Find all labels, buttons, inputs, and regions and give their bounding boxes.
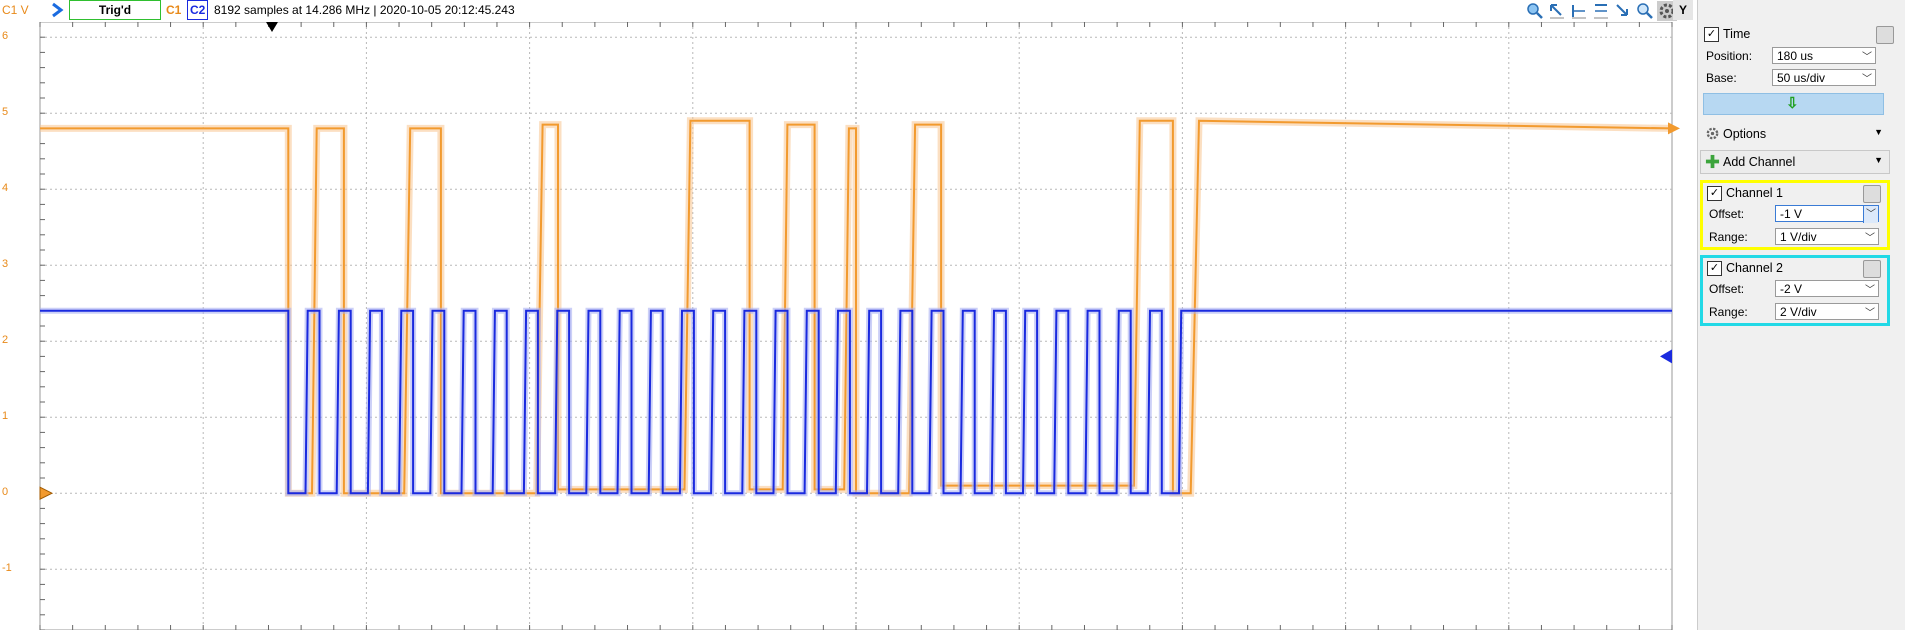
run-arrow-icon[interactable] <box>50 2 64 18</box>
c1-offset-marker <box>39 486 54 501</box>
magnifier-icon[interactable] <box>1635 1 1655 21</box>
base-select[interactable]: 50 us/div ﹀ <box>1772 69 1876 86</box>
channel2-offset-value: -2 V <box>1780 282 1803 296</box>
time-section-header: ✓ Time <box>1698 24 1905 44</box>
y-axis-button[interactable]: Y <box>1673 0 1693 20</box>
channel2-settings-icon[interactable] <box>1863 260 1881 278</box>
time-position-row: Position: 180 us ﹀ <box>1698 47 1905 67</box>
chevron-down-icon: ﹀ <box>1865 233 1875 244</box>
y-tick-label: 6 <box>2 30 9 43</box>
channel1-settings-icon[interactable] <box>1863 185 1881 203</box>
trigger-position-marker <box>266 22 278 32</box>
y-tick-label: 1 <box>2 410 9 423</box>
zoom-out-icon[interactable] <box>1613 1 1633 21</box>
c1-level-marker <box>1668 122 1680 135</box>
dropdown-arrow-icon: ▼ <box>1874 155 1883 165</box>
channel2-tag[interactable]: C2 <box>187 0 209 20</box>
channel1-offset-select[interactable]: -1 V ﹀ <box>1775 205 1879 223</box>
options-label: Options <box>1723 127 1767 141</box>
channel1-panel: ✓ Channel 1 Offset: -1 V ﹀ Range: 1 V/di… <box>1700 180 1890 250</box>
channel-unit-label: C1 V <box>2 3 29 17</box>
channel2-checkbox[interactable]: ✓ <box>1707 261 1722 276</box>
add-channel-dropdown[interactable]: Add Channel ▼ <box>1700 150 1890 174</box>
range-label: Range: <box>1709 305 1748 319</box>
c2-offset-marker <box>1660 349 1672 364</box>
channel1-offset-value: -1 V <box>1780 207 1803 221</box>
plus-icon <box>1705 154 1720 169</box>
channel2-range-select[interactable]: 2 V/div ﹀ <box>1775 303 1879 320</box>
dropdown-arrow-icon: ▼ <box>1874 127 1883 137</box>
channel2-header: ✓ Channel 2 <box>1701 258 1905 278</box>
c2-trace <box>40 309 1672 495</box>
oscilloscope-plot[interactable]: 6 5 4 3 2 1 0 -1 <box>0 21 1697 631</box>
chevron-down-icon: ﹀ <box>1862 52 1872 63</box>
y-tick-label: 3 <box>2 258 9 271</box>
offset-label: Offset: <box>1709 207 1745 221</box>
channel1-checkbox[interactable]: ✓ <box>1707 186 1722 201</box>
channel2-title: Channel 2 <box>1726 261 1783 275</box>
channel2-offset-row: Offset: -2 V ﹀ <box>1701 280 1905 300</box>
base-label: Base: <box>1706 71 1737 85</box>
options-dropdown[interactable]: Options ▼ <box>1700 122 1890 146</box>
acquisition-info: 8192 samples at 14.286 MHz | 2020-10-05 … <box>214 3 515 17</box>
time-settings-icon[interactable] <box>1876 26 1894 44</box>
base-value: 50 us/div <box>1777 71 1826 85</box>
options-gear-icon <box>1706 127 1719 140</box>
add-channel-label: Add Channel <box>1723 155 1796 169</box>
offset-label: Offset: <box>1709 282 1745 296</box>
channel2-range-value: 2 V/div <box>1780 305 1817 319</box>
channel1-offset-row: Offset: -1 V ﹀ <box>1701 205 1905 225</box>
zoom-horizontal-icon[interactable] <box>1569 1 1589 21</box>
channel2-offset-select[interactable]: -2 V ﹀ <box>1775 280 1879 297</box>
chevron-down-icon: ﹀ <box>1865 285 1875 296</box>
time-checkbox[interactable]: ✓ <box>1704 27 1719 42</box>
chevron-down-icon: ﹀ <box>1865 308 1875 319</box>
chevron-down-icon[interactable]: ﹀ <box>1863 206 1878 223</box>
y-tick-label: 2 <box>2 334 9 347</box>
channel1-range-value: 1 V/div <box>1780 230 1817 244</box>
y-tick-label: 5 <box>2 106 9 119</box>
channel1-range-select[interactable]: 1 V/div ﹀ <box>1775 228 1879 245</box>
zoom-vertical-icon[interactable] <box>1591 1 1611 21</box>
settings-panel: ✓ Time Position: 180 us ﹀ Base: 50 us/di… <box>1697 0 1905 630</box>
down-arrow-icon: ⇩ <box>1786 95 1799 112</box>
channel2-panel: ✓ Channel 2 Offset: -2 V ﹀ Range: 2 V/di… <box>1700 255 1890 326</box>
channel2-range-row: Range: 2 V/div ﹀ <box>1701 303 1905 323</box>
waveform-canvas[interactable] <box>0 21 1697 631</box>
range-label: Range: <box>1709 230 1748 244</box>
y-tick-label: -1 <box>2 562 12 575</box>
zoom-in-icon[interactable] <box>1547 1 1567 21</box>
time-title: Time <box>1723 27 1751 41</box>
trigger-status-badge[interactable]: Trig'd <box>69 0 161 20</box>
channel1-range-row: Range: 1 V/div ﹀ <box>1701 228 1905 248</box>
y-tick-label: 4 <box>2 182 9 195</box>
channel1-title: Channel 1 <box>1726 186 1783 200</box>
apply-time-button[interactable]: ⇩ <box>1703 93 1884 115</box>
position-value: 180 us <box>1777 49 1814 63</box>
channel1-tag[interactable]: C1 <box>166 3 182 17</box>
time-base-row: Base: 50 us/div ﹀ <box>1698 69 1905 89</box>
chevron-down-icon: ﹀ <box>1862 74 1872 85</box>
position-select[interactable]: 180 us ﹀ <box>1772 47 1876 64</box>
channel1-header: ✓ Channel 1 <box>1701 183 1905 203</box>
top-status-bar: C1 V Trig'd C1 C2 8192 samples at 14.286… <box>0 0 1697 22</box>
zoom-icon[interactable] <box>1525 1 1545 21</box>
position-label: Position: <box>1706 49 1753 63</box>
y-tick-label: 0 <box>2 486 9 499</box>
